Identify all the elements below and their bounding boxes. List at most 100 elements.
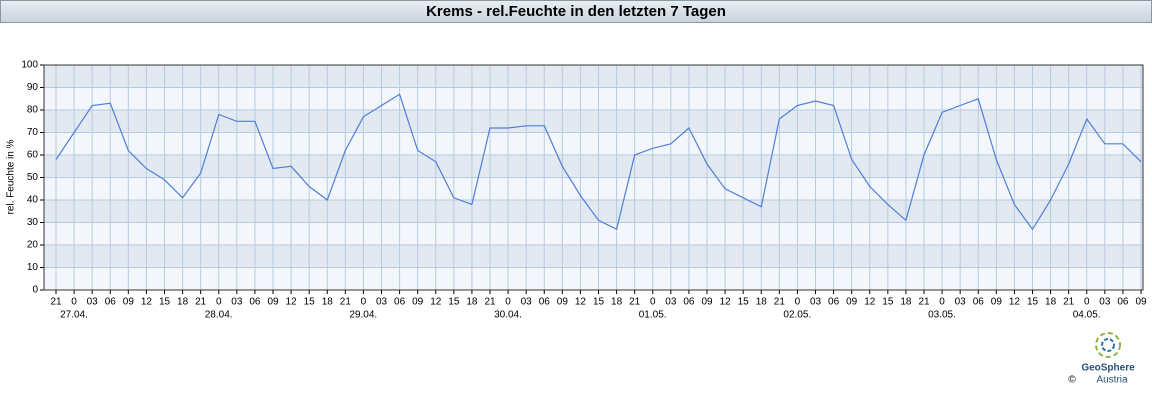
x-tick-label: 21: [340, 297, 352, 308]
x-tick-label: 09: [701, 297, 713, 308]
x-tick-label: 12: [864, 297, 876, 308]
x-tick-label: 0: [939, 297, 945, 308]
grid-band: [44, 155, 1143, 178]
x-tick-label: 0: [1084, 297, 1090, 308]
x-tick-label: 12: [141, 297, 153, 308]
x-tick-label: 15: [304, 297, 316, 308]
date-label: 04.05.: [1073, 310, 1101, 321]
grid-band: [44, 110, 1143, 133]
x-tick-label: 21: [774, 297, 786, 308]
date-label: 28.04.: [205, 310, 233, 321]
logo: GeoSphere Austria ©: [1068, 332, 1135, 386]
y-tick-label: 60: [27, 150, 39, 161]
date-label: 27.04.: [60, 310, 88, 321]
x-tick-label: 09: [1135, 297, 1147, 308]
x-tick-label: 06: [828, 297, 840, 308]
x-tick-label: 03: [955, 297, 967, 308]
x-tick-label: 06: [1117, 297, 1129, 308]
grid-band: [44, 200, 1143, 223]
x-tick-label: 09: [557, 297, 569, 308]
y-axis-label: rel. Feuchte in %: [6, 139, 17, 214]
x-tick-label: 06: [105, 297, 117, 308]
x-tick-label: 03: [521, 297, 533, 308]
x-tick-label: 18: [900, 297, 912, 308]
x-tick-label: 06: [249, 297, 261, 308]
grid-band: [44, 245, 1143, 268]
x-tick-label: 18: [611, 297, 623, 308]
y-tick-label: 70: [27, 127, 39, 138]
x-tick-label: 09: [267, 297, 279, 308]
x-tick-label: 0: [71, 297, 77, 308]
x-tick-label: 18: [466, 297, 478, 308]
y-tick-label: 80: [27, 105, 39, 116]
x-tick-label: 15: [159, 297, 171, 308]
x-tick-label: 15: [738, 297, 750, 308]
logo-sub: Austria: [1096, 375, 1128, 386]
date-label: 29.04.: [349, 310, 377, 321]
x-tick-label: 21: [50, 297, 62, 308]
x-tick-label: 03: [810, 297, 822, 308]
date-label: 03.05.: [928, 310, 956, 321]
x-tick-label: 15: [1027, 297, 1039, 308]
x-tick-label: 09: [412, 297, 424, 308]
x-tick-label: 18: [756, 297, 768, 308]
grid-band: [44, 65, 1143, 88]
y-tick-label: 0: [32, 285, 38, 296]
x-tick-label: 12: [430, 297, 442, 308]
y-tick-label: 10: [27, 262, 39, 273]
plot-frame: [43, 64, 1144, 291]
grid-band: [44, 87, 1143, 110]
x-tick-label: 21: [484, 297, 496, 308]
x-tick-label: 06: [683, 297, 695, 308]
chart-title: Krems - rel.Feuchte in den letzten 7 Tag…: [426, 3, 726, 20]
x-tick-label: 09: [123, 297, 135, 308]
grid-band: [44, 267, 1143, 290]
x-tick-label: 21: [629, 297, 641, 308]
x-tick-label: 18: [177, 297, 189, 308]
x-tick-label: 0: [361, 297, 367, 308]
x-tick-label: 21: [918, 297, 930, 308]
x-tick-label: 12: [286, 297, 298, 308]
x-tick-label: 12: [1009, 297, 1021, 308]
x-tick-label: 03: [376, 297, 388, 308]
x-tick-label: 18: [322, 297, 334, 308]
grid-band: [44, 132, 1143, 155]
x-tick-label: 03: [87, 297, 99, 308]
grid-band: [44, 222, 1143, 245]
y-tick-label: 30: [27, 217, 39, 228]
y-tick-label: 100: [21, 60, 38, 71]
y-tick-label: 20: [27, 240, 39, 251]
x-tick-label: 0: [650, 297, 656, 308]
x-tick-label: 0: [505, 297, 511, 308]
x-tick-label: 15: [593, 297, 605, 308]
x-tick-label: 21: [1063, 297, 1075, 308]
x-tick-label: 03: [231, 297, 243, 308]
x-tick-label: 12: [720, 297, 732, 308]
y-tick-label: 40: [27, 195, 39, 206]
x-tick-label: 15: [882, 297, 894, 308]
y-tick-label: 90: [27, 82, 39, 93]
x-tick-label: 12: [575, 297, 587, 308]
x-tick-label: 06: [539, 297, 551, 308]
x-tick-label: 0: [795, 297, 801, 308]
logo-icon: [1095, 332, 1121, 358]
x-tick-label: 0: [216, 297, 222, 308]
date-label: 02.05.: [783, 310, 811, 321]
x-tick-label: 06: [394, 297, 406, 308]
x-tick-label: 06: [973, 297, 985, 308]
copyright: ©: [1068, 375, 1076, 386]
x-tick-label: 15: [448, 297, 460, 308]
x-tick-label: 18: [1045, 297, 1057, 308]
logo-icon-inner: [1101, 338, 1115, 352]
data-line: [55, 93, 1142, 231]
x-tick-label: 03: [1099, 297, 1111, 308]
x-tick-label: 21: [195, 297, 207, 308]
date-label: 01.05.: [639, 310, 667, 321]
x-tick-label: 03: [665, 297, 677, 308]
y-tick-label: 50: [27, 172, 39, 183]
logo-name: GeoSphere: [1081, 363, 1135, 374]
x-tick-label: 09: [991, 297, 1003, 308]
x-tick-label: 09: [846, 297, 858, 308]
date-label: 30.04.: [494, 310, 522, 321]
